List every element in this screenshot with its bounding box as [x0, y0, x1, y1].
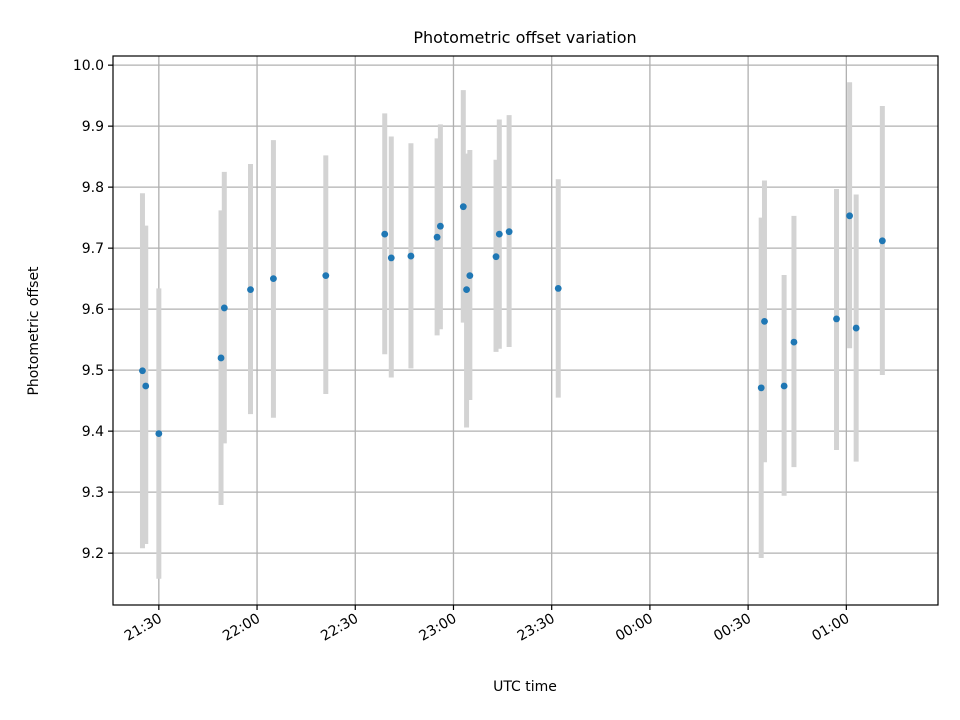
data-point — [220, 304, 228, 312]
data-point — [852, 324, 860, 332]
grid — [113, 56, 938, 605]
data-point — [217, 354, 225, 362]
chart-title: Photometric offset variation — [413, 28, 636, 47]
data-points — [139, 203, 886, 437]
y-tick-label: 10.0 — [73, 58, 104, 74]
y-tick-label: 9.7 — [82, 241, 104, 257]
data-point — [780, 382, 788, 390]
data-point — [463, 286, 470, 294]
data-point — [459, 203, 467, 211]
data-point — [142, 382, 150, 390]
data-point — [878, 237, 886, 245]
data-point — [155, 430, 163, 437]
data-point — [554, 285, 562, 292]
data-point — [407, 252, 415, 260]
plot-frame — [112, 55, 939, 606]
y-tick-label: 9.2 — [82, 546, 104, 562]
y-axis-label: Photometric offset — [26, 266, 42, 396]
data-point — [790, 338, 798, 346]
y-tick-label: 9.8 — [82, 180, 104, 196]
y-tick-label: 9.4 — [82, 424, 104, 440]
y-axis-ticks: 9.2 9.3 9.4 9.5 9.6 9.7 9.8 9.9 10.0 — [73, 58, 113, 562]
data-point — [466, 272, 474, 279]
data-point — [247, 286, 254, 294]
data-point — [381, 230, 389, 238]
data-point — [270, 275, 277, 283]
data-point — [761, 317, 768, 325]
data-point — [139, 367, 146, 375]
x-axis-label: UTC time — [493, 679, 557, 695]
data-point — [757, 384, 765, 392]
y-tick-label: 9.3 — [82, 485, 104, 501]
data-point — [846, 212, 854, 220]
data-point — [833, 315, 840, 323]
data-point — [433, 233, 441, 241]
data-point — [436, 222, 444, 230]
y-tick-label: 9.5 — [82, 363, 104, 379]
data-point — [387, 254, 395, 262]
y-tick-label: 9.9 — [82, 119, 104, 135]
y-tick-label: 9.6 — [82, 302, 104, 318]
data-point — [492, 253, 500, 261]
data-point — [322, 272, 330, 279]
data-point — [505, 228, 513, 236]
data-point — [495, 230, 503, 238]
